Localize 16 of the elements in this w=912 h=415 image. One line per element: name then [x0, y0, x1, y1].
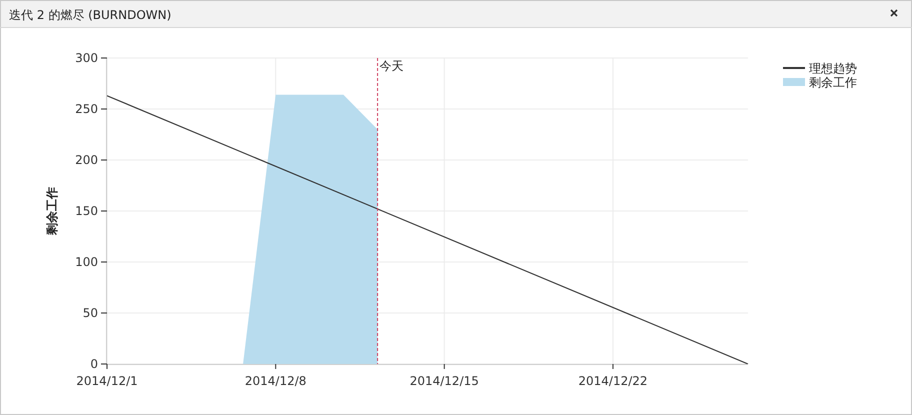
title: 迭代 2 的燃尽 (BURNDOWN) — [9, 8, 172, 22]
ylabel: 剩余工作 — [45, 187, 59, 235]
ytick-label: 300 — [75, 51, 98, 65]
ref-label: 今天 — [380, 59, 404, 73]
ytick-label: 50 — [82, 306, 98, 320]
xtick-label: 2014/12/22 — [578, 374, 648, 388]
xtick-label: 2014/12/8 — [244, 374, 306, 388]
ytick-label: 200 — [75, 153, 98, 167]
ytick-label: 0 — [90, 357, 98, 371]
xtick-label: 2014/12/1 — [76, 374, 138, 388]
ytick-label: 100 — [75, 255, 98, 269]
ytick-label: 150 — [75, 204, 98, 218]
xtick-label: 2014/12/15 — [410, 374, 479, 388]
ytick-label: 250 — [75, 102, 98, 116]
legend-label: 剩余工作 — [809, 76, 857, 90]
legend-label: 理想趋势 — [809, 62, 857, 76]
